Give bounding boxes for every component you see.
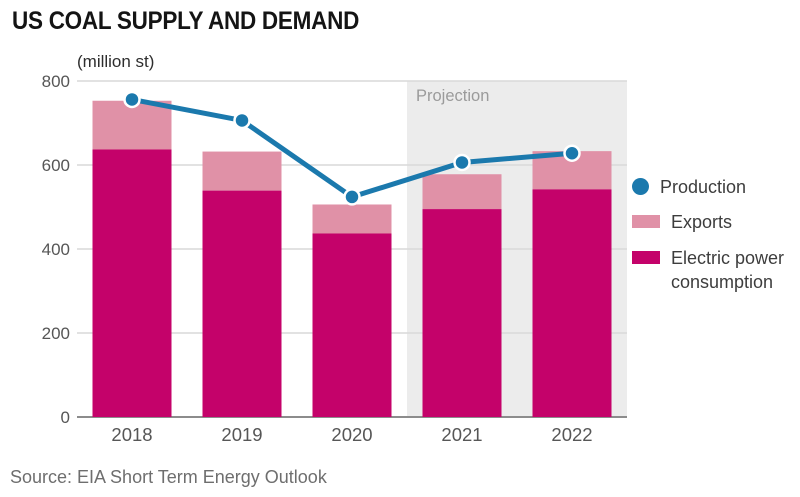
bar-electric-power-consumption-2021 xyxy=(422,209,502,417)
production-point-2022 xyxy=(563,144,581,162)
production-point-2020 xyxy=(343,188,361,206)
legend-label-electric-power-consumption: Electric power consumption xyxy=(671,247,785,292)
y-tick-800: 800 xyxy=(42,72,70,91)
legend: Production Exports Electric power consum… xyxy=(632,175,794,305)
x-tick-2019: 2019 xyxy=(221,424,262,445)
exports-swatch-icon xyxy=(632,215,660,229)
y-tick-200: 200 xyxy=(42,324,70,343)
legend-label-production: Production xyxy=(660,177,747,197)
projection-label: Projection xyxy=(416,87,489,105)
legend-label-exports: Exports xyxy=(671,212,733,233)
legend-item-exports: Exports xyxy=(632,210,794,234)
bar-electric-power-consumption-2022 xyxy=(532,189,612,417)
legend-item-production: Production xyxy=(632,175,794,199)
y-tick-0: 0 xyxy=(61,408,70,427)
bar-exports-2019 xyxy=(202,151,282,191)
production-dot-icon xyxy=(632,178,649,195)
production-point-2018 xyxy=(123,90,141,109)
bar-electric-power-consumption-2019 xyxy=(202,190,282,417)
bar-exports-2018 xyxy=(92,100,172,150)
electric-power-swatch-icon xyxy=(632,250,660,264)
y-tick-600: 600 xyxy=(42,156,70,175)
x-tick-2021: 2021 xyxy=(441,424,482,445)
units-label: (million st) xyxy=(77,52,155,71)
y-tick-400: 400 xyxy=(42,240,70,259)
bar-electric-power-consumption-2020 xyxy=(312,233,392,417)
x-tick-2022: 2022 xyxy=(551,424,592,445)
x-tick-2020: 2020 xyxy=(331,424,372,445)
bar-electric-power-consumption-2018 xyxy=(92,149,172,417)
bar-exports-2020 xyxy=(312,204,392,234)
bar-exports-2021 xyxy=(422,174,502,210)
x-tick-2018: 2018 xyxy=(111,424,152,445)
production-point-2021 xyxy=(453,153,471,172)
source-note: Source: EIA Short Term Energy Outlook xyxy=(10,467,327,487)
chart-title: US COAL SUPPLY AND DEMAND xyxy=(12,7,360,35)
production-point-2019 xyxy=(233,111,251,130)
legend-item-electric-power-consumption: Electric power consumption xyxy=(632,246,794,295)
